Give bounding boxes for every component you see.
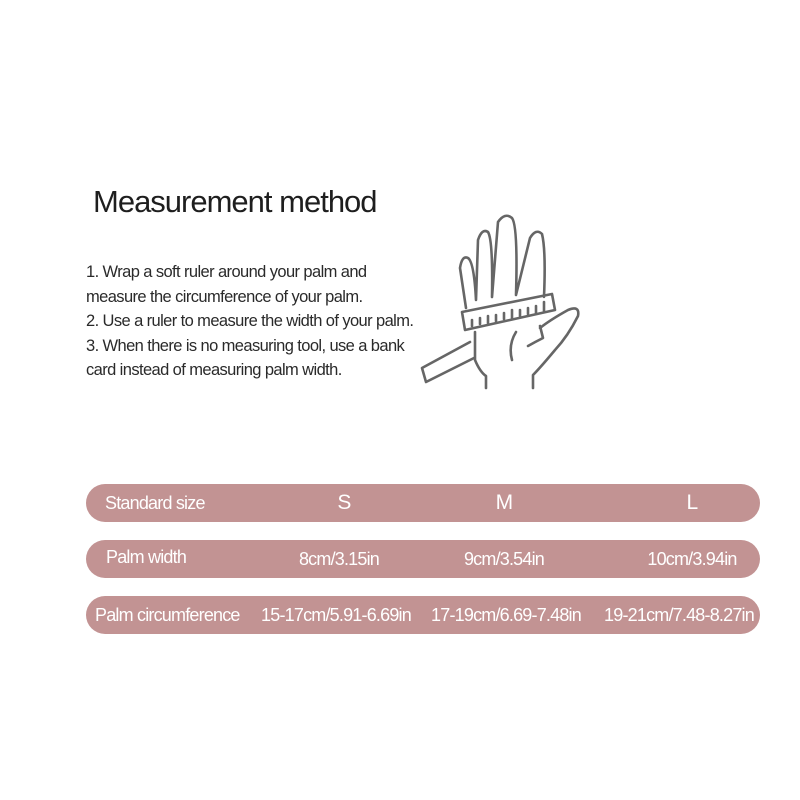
size-l: L — [686, 491, 699, 514]
value-m: 17-19cm/6.69-7.48in — [431, 605, 582, 625]
hand-with-ruler-icon — [420, 214, 580, 390]
value-s: 15-17cm/5.91-6.69in — [261, 605, 412, 625]
instructions: 1. Wrap a soft ruler around your palm an… — [86, 260, 426, 383]
palm-width-row: Palm width 8cm/3.15in 9cm/3.54in 10cm/3.… — [86, 540, 760, 578]
page-title: Measurement method — [93, 184, 378, 219]
step-3: 3. When there is no measuring tool, use … — [86, 336, 405, 380]
palm-circumference-row: Palm circumference 15-17cm/5.91-6.69in 1… — [86, 596, 760, 634]
value-l: 19-21cm/7.48-8.27in — [604, 605, 755, 625]
step-2: 2. Use a ruler to measure the width of y… — [86, 312, 414, 330]
size-m: M — [495, 491, 513, 514]
header-label: Standard size — [105, 493, 205, 513]
size-header-row: Standard size S M L — [86, 484, 760, 522]
step-1: 1. Wrap a soft ruler around your palm an… — [86, 263, 367, 306]
size-s: S — [337, 491, 351, 514]
value-s: 8cm/3.15in — [298, 549, 380, 569]
row-label: Palm circumference — [95, 605, 240, 625]
row-label: Palm width — [106, 547, 187, 567]
value-m: 9cm/3.54in — [463, 549, 545, 569]
value-l: 10cm/3.94in — [647, 549, 737, 569]
